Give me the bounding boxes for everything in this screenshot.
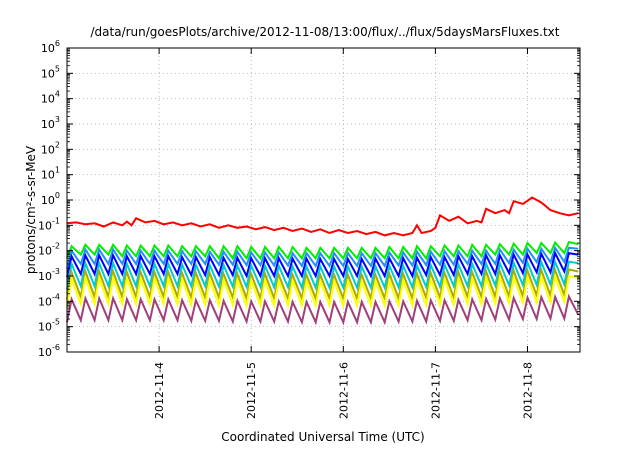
x-tick-label: 2012-11-5	[245, 362, 258, 419]
y-tick-label: 103	[41, 115, 60, 131]
x-tick-label: 2012-11-4	[153, 362, 166, 419]
y-tick-label: 100	[41, 191, 60, 207]
y-tick-label: 101	[41, 166, 60, 182]
y-tick-label: 104	[41, 90, 60, 106]
x-tick-label: 2012-11-7	[429, 362, 442, 419]
axes: 10-6 10-5 10-4 10-3 10-2 10-1 100 101 102 103 104 1…	[38, 39, 581, 419]
series-line	[66, 250, 579, 279]
series-line	[66, 258, 579, 291]
series-line	[66, 240, 579, 261]
x-axis-label: Coordinated Universal Time (UTC)	[221, 430, 424, 444]
series-line	[66, 293, 580, 326]
series-group	[66, 196, 580, 326]
series-line	[66, 245, 579, 269]
series-line	[66, 196, 579, 237]
y-tick-label: 10-2	[38, 242, 60, 258]
series-line	[66, 272, 579, 310]
y-tick-label: 10-6	[38, 343, 60, 359]
x-tick-label: 2012-11-8	[522, 362, 535, 419]
plot-frame	[66, 47, 581, 353]
y-tick-label: 105	[41, 64, 60, 80]
x-tick-label: 2012-11-6	[337, 362, 350, 419]
y-axis-label: protons/cm²-s-sr-MeV	[24, 145, 38, 274]
y-tick-label: 10-5	[38, 318, 60, 334]
y-tick-label: 10-1	[38, 216, 60, 232]
chart-title: /data/run/goesPlots/archive/2012-11-08/1…	[91, 25, 560, 39]
y-tick-label: 102	[41, 140, 60, 156]
y-tick-label: 10-4	[38, 292, 60, 308]
series-line	[66, 266, 579, 303]
y-tick-label: 106	[41, 39, 60, 55]
y-tick-label: 10-3	[38, 267, 60, 283]
